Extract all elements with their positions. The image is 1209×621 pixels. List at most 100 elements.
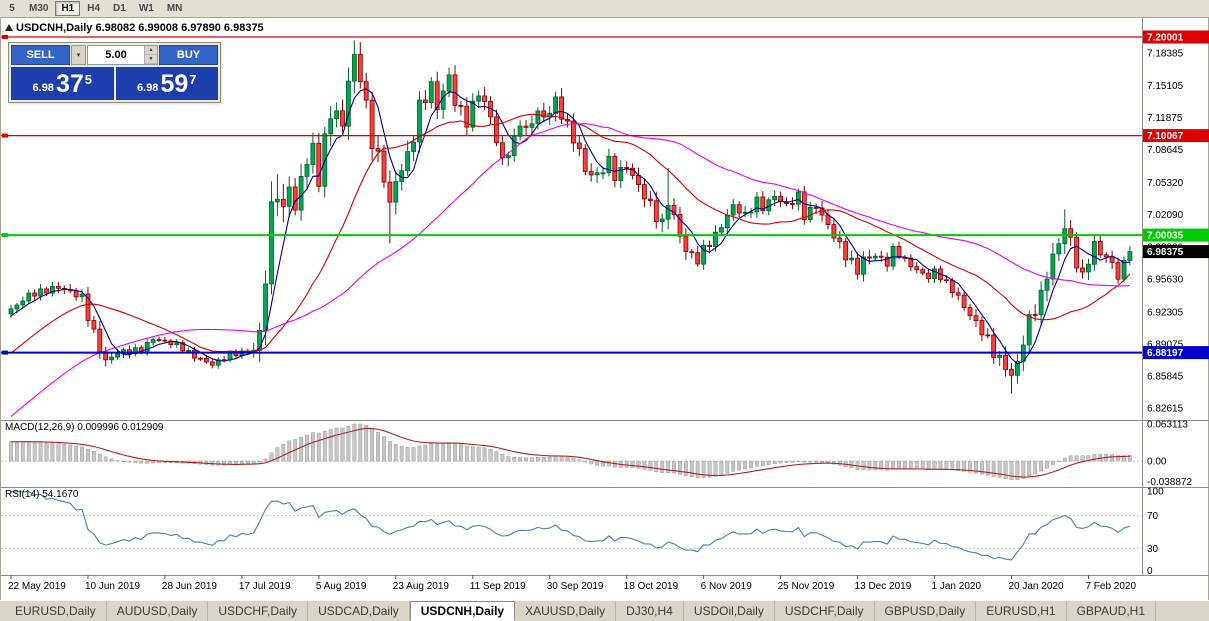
svg-text:7.15105: 7.15105 [1147, 81, 1184, 92]
svg-text:7.00035: 7.00035 [1147, 231, 1184, 242]
svg-text:7.08645: 7.08645 [1147, 145, 1184, 156]
svg-text:23 Aug 2019: 23 Aug 2019 [393, 581, 450, 592]
window-tab-gbpusd-daily[interactable]: GBPUSD,Daily [875, 601, 977, 621]
buy-price-handle: 6.98 [137, 82, 159, 94]
current-price-tag [1143, 245, 1209, 259]
svg-text:6.98375: 6.98375 [1147, 247, 1184, 258]
chart-symbol-header: USDCNH,Daily 6.98082 6.99008 6.97890 6.9… [16, 22, 264, 34]
rsi-indicator-label: RSI(14) 54.1670 [5, 489, 79, 500]
macd-histogram [1, 423, 1142, 480]
svg-text:18 Oct 2019: 18 Oct 2019 [624, 581, 679, 592]
volume-field: 5.00 ▲ ▼ [87, 45, 158, 65]
window-tab-usdchf-daily[interactable]: USDCHF,Daily [775, 601, 875, 621]
svg-text:7.10067: 7.10067 [1147, 131, 1184, 142]
svg-text:7.18385: 7.18385 [1147, 49, 1184, 60]
moving-average-5-line [10, 88, 1130, 365]
sell-price-pip-digit: 5 [84, 72, 92, 87]
svg-text:70: 70 [1147, 511, 1159, 522]
moving-average-45-line [10, 123, 1130, 418]
candles-layer [8, 40, 1133, 394]
svg-text:7.20001: 7.20001 [1147, 33, 1184, 44]
svg-text:7.02090: 7.02090 [1147, 210, 1184, 221]
window-tab-usdcad-daily[interactable]: USDCAD,Daily [308, 601, 410, 621]
svg-text:20 Jan 2020: 20 Jan 2020 [1008, 581, 1063, 592]
svg-text:6.82615: 6.82615 [1147, 404, 1184, 415]
svg-text:13 Dec 2019: 13 Dec 2019 [855, 581, 912, 592]
svg-text:7 Feb 2020: 7 Feb 2020 [1085, 581, 1136, 592]
timeframe-h4[interactable]: H4 [87, 3, 101, 14]
window-tab-xauusd-daily[interactable]: XAUUSD,Daily [515, 601, 617, 621]
window-tab-eurusd-daily[interactable]: EURUSD,Daily [5, 601, 107, 621]
svg-text:6.85845: 6.85845 [1147, 371, 1184, 382]
price-tag-7.10067 [1143, 129, 1209, 143]
volume-spinner: ▲ ▼ [144, 46, 157, 64]
svg-text:30: 30 [1147, 544, 1159, 555]
svg-text:22 May 2019: 22 May 2019 [8, 581, 66, 592]
svg-text:6.88197: 6.88197 [1147, 348, 1184, 359]
svg-text:0.063113: 0.063113 [1147, 420, 1188, 431]
timeframe-d1[interactable]: D1 [113, 3, 126, 14]
volume-dropdown-button[interactable]: ▾ [71, 45, 86, 65]
window-tab-usdcnh-daily[interactable]: USDCNH,Daily [409, 601, 516, 621]
hline-anchor-marker[interactable] [2, 350, 8, 355]
svg-text:25 Nov 2019: 25 Nov 2019 [778, 581, 835, 592]
macd-signal-line [11, 427, 1130, 478]
price-tag-7.00035 [1143, 228, 1209, 242]
svg-text:6 Nov 2019: 6 Nov 2019 [701, 581, 753, 592]
svg-text:17 Jul 2019: 17 Jul 2019 [239, 581, 291, 592]
hline-anchor-marker[interactable] [2, 35, 8, 39]
volume-increment-button[interactable]: ▲ [145, 46, 157, 55]
timeframe-w1[interactable]: W1 [138, 3, 154, 14]
window-tab-gbpaud-h1[interactable]: GBPAUD,H1 [1067, 601, 1157, 621]
svg-text:100: 100 [1147, 487, 1164, 498]
price-axis-labels: 7.18385 7.15105 7.11875 7.08645 7.05320 7.020… [1147, 49, 1192, 577]
svg-text:7.05320: 7.05320 [1147, 178, 1184, 189]
volume-input[interactable]: 5.00 [105, 49, 127, 61]
window-tab-usdoil-daily[interactable]: USDOil,Daily [684, 601, 775, 621]
svg-text:6.92305: 6.92305 [1147, 307, 1184, 318]
window-tab-dj30-h4[interactable]: DJ30,H4 [616, 601, 684, 621]
sell-price-big-digits: 37 [55, 70, 84, 98]
price-tag-6.88197 [1143, 346, 1209, 360]
volume-decrement-button[interactable]: ▼ [145, 55, 157, 64]
timeframe-m30[interactable]: M30 [29, 3, 49, 14]
buy-price-big-digits: 59 [160, 70, 189, 98]
buy-button[interactable]: BUY [159, 45, 218, 65]
rsi-line [11, 491, 1131, 561]
one-click-panel-toggle-icon[interactable] [5, 24, 13, 31]
timeframe-mn[interactable]: MN [166, 3, 183, 14]
hline-anchor-marker[interactable] [2, 133, 8, 138]
svg-text:28 Jun 2019: 28 Jun 2019 [162, 581, 217, 592]
window-tab-audusd-daily[interactable]: AUDUSD,Daily [107, 601, 209, 621]
price-tag-7.20001 [1143, 30, 1209, 44]
moving-average-20-line [10, 113, 1131, 354]
buy-price-display[interactable]: 6.98 59 7 [115, 67, 218, 100]
sell-price-handle: 6.98 [32, 82, 54, 94]
chart-window-tabs: EURUSD,Daily AUDUSD,Daily USDCHF,Daily USDC… [0, 600, 1209, 621]
svg-text:-0.038872: -0.038872 [1147, 477, 1192, 488]
svg-text:5 Aug 2019: 5 Aug 2019 [316, 581, 367, 592]
one-click-trade-panel: SELL ▾ 5.00 ▲ ▼ BUY 6.98 37 5 6.98 59 7 [8, 42, 221, 103]
buy-price-pip-digit: 7 [189, 72, 197, 87]
timeframe-5[interactable]: 5 [9, 3, 15, 14]
timeframe-h1[interactable]: H1 [55, 1, 81, 16]
sell-price-display[interactable]: 6.98 37 5 [11, 67, 114, 100]
window-tab-usdchf-daily[interactable]: USDCHF,Daily [208, 601, 309, 621]
window-tab-eurusd-h1[interactable]: EURUSD,H1 [976, 601, 1067, 621]
svg-text:6.95630: 6.95630 [1147, 274, 1184, 285]
svg-text:0: 0 [1147, 566, 1153, 577]
chart-window: 7.18385 7.15105 7.11875 7.08645 7.05320 7.020… [0, 18, 1209, 600]
svg-text:11 Sep 2019: 11 Sep 2019 [470, 581, 526, 592]
price-chart-canvas[interactable]: 7.18385 7.15105 7.11875 7.08645 7.05320 7.020… [1, 18, 1209, 600]
svg-text:1 Jan 2020: 1 Jan 2020 [932, 581, 982, 592]
timeframe-toolbar: 5 M30 H1 H4 D1 W1 MN [0, 0, 1209, 18]
svg-text:10 Jun 2019: 10 Jun 2019 [85, 581, 140, 592]
svg-text:0.00: 0.00 [1147, 457, 1167, 468]
time-axis-labels: 22 May 2019 10 Jun 2019 28 Jun 2019 17 Jul … [8, 575, 1136, 592]
svg-text:30 Sep 2019: 30 Sep 2019 [547, 581, 604, 592]
sell-button[interactable]: SELL [11, 45, 70, 65]
macd-indicator-label: MACD(12,26,9) 0.009996 0.012909 [5, 422, 164, 433]
hline-anchor-marker[interactable] [2, 233, 8, 238]
svg-text:6.89075: 6.89075 [1147, 339, 1184, 350]
